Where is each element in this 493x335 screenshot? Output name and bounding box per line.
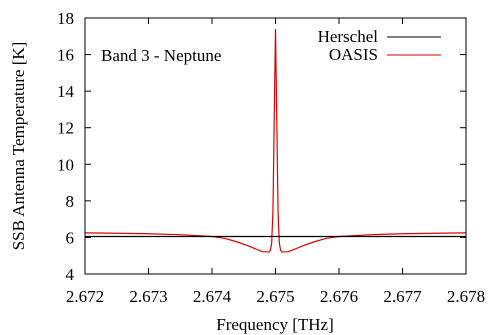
- axis-ticks: 2.672 2.673 2.674 2.675 2.676 2.677 2.678 4 6 8 10…: [57, 9, 485, 306]
- y-tick-label: 18: [57, 9, 74, 28]
- x-tick-label: 2.672: [66, 287, 104, 306]
- y-tick-label: 14: [57, 82, 75, 101]
- y-tick-label: 16: [57, 46, 74, 65]
- y-tick-label: 8: [66, 192, 75, 211]
- series-line-oasis: [84, 28, 467, 253]
- legend: Herschel OASIS: [318, 27, 441, 64]
- x-tick-label: 2.675: [256, 287, 294, 306]
- chart-annotation: Band 3 - Neptune: [101, 46, 221, 65]
- x-tick-label: 2.673: [129, 287, 167, 306]
- legend-label-oasis: OASIS: [329, 45, 378, 64]
- y-tick-label: 6: [66, 228, 75, 247]
- y-tick-label: 12: [57, 119, 74, 138]
- x-axis-label: Frequency [THz]: [216, 315, 334, 334]
- y-tick-label: 10: [57, 155, 74, 174]
- x-tick-label: 2.677: [383, 287, 422, 306]
- legend-label-herschel: Herschel: [318, 27, 379, 46]
- plot-series: [84, 28, 467, 253]
- x-tick-label: 2.678: [447, 287, 485, 306]
- y-tick-label: 4: [66, 265, 75, 284]
- x-tick-label: 2.676: [320, 287, 358, 306]
- y-axis-label: SSB Antenna Temperature [K]: [9, 42, 28, 251]
- x-tick-label: 2.674: [193, 287, 232, 306]
